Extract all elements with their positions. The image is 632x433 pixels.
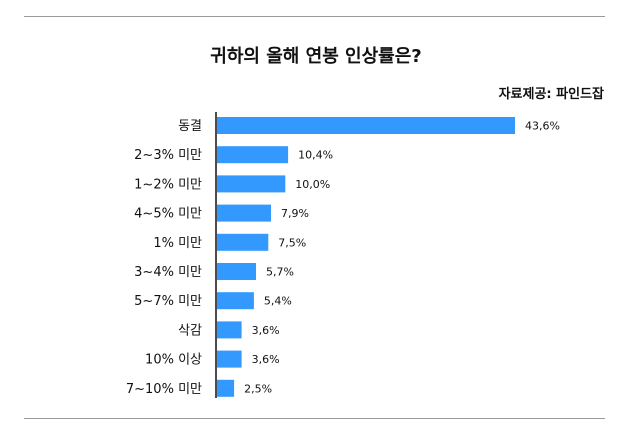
category-label-4: 1% 미만	[153, 236, 202, 251]
value-label-3: 7,9%	[281, 207, 309, 220]
bar-5	[217, 263, 256, 280]
category-label-5: 3~4% 미만	[134, 265, 202, 280]
value-label-1: 10,4%	[298, 149, 333, 162]
category-label-7: 삭감	[178, 323, 202, 338]
category-label-3: 4~5% 미만	[134, 207, 202, 222]
value-label-8: 3,6%	[252, 353, 280, 366]
category-label-0: 동결	[178, 119, 202, 134]
bar-3	[217, 204, 271, 222]
value-label-7: 3,6%	[252, 324, 280, 337]
category-label-8: 10% 이상	[145, 353, 202, 368]
bars-group: 동결 43,6% 2~3% 미만 10,4% 1~2% 미만 10,0% 4~5% 미만 7,…	[126, 117, 560, 397]
value-label-4: 7,5%	[278, 236, 306, 249]
value-label-5: 5,7%	[266, 266, 294, 279]
category-label-1: 2~3% 미만	[134, 148, 202, 163]
bar-1	[217, 146, 289, 164]
bar-4	[217, 233, 269, 251]
bar-6	[217, 292, 254, 310]
category-label-2: 1~2% 미만	[134, 177, 202, 192]
bar-8	[217, 350, 242, 368]
bar-2	[217, 175, 286, 193]
value-label-0: 43,6%	[525, 120, 560, 133]
bar-9	[217, 379, 235, 397]
category-label-9: 7~10% 미만	[126, 382, 202, 397]
bar-0	[217, 117, 515, 134]
value-label-6: 5,4%	[264, 295, 292, 308]
value-label-9: 2,5%	[244, 382, 272, 395]
bottom-rule	[24, 418, 605, 419]
bar-7	[217, 321, 242, 339]
value-label-2: 10,0%	[295, 178, 330, 191]
category-label-6: 5~7% 미만	[134, 294, 202, 309]
source-credit: 자료제공: 파인드잡	[498, 87, 604, 102]
chart-title: 귀하의 올해 연봉 인상률은?	[210, 46, 422, 67]
top-rule	[24, 16, 605, 17]
